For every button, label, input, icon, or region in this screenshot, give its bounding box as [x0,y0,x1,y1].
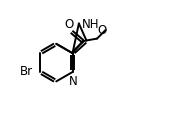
Text: O: O [98,24,107,37]
Text: Br: Br [20,65,33,78]
Text: NH: NH [82,18,99,31]
Text: O: O [64,18,74,31]
Text: N: N [69,75,78,88]
